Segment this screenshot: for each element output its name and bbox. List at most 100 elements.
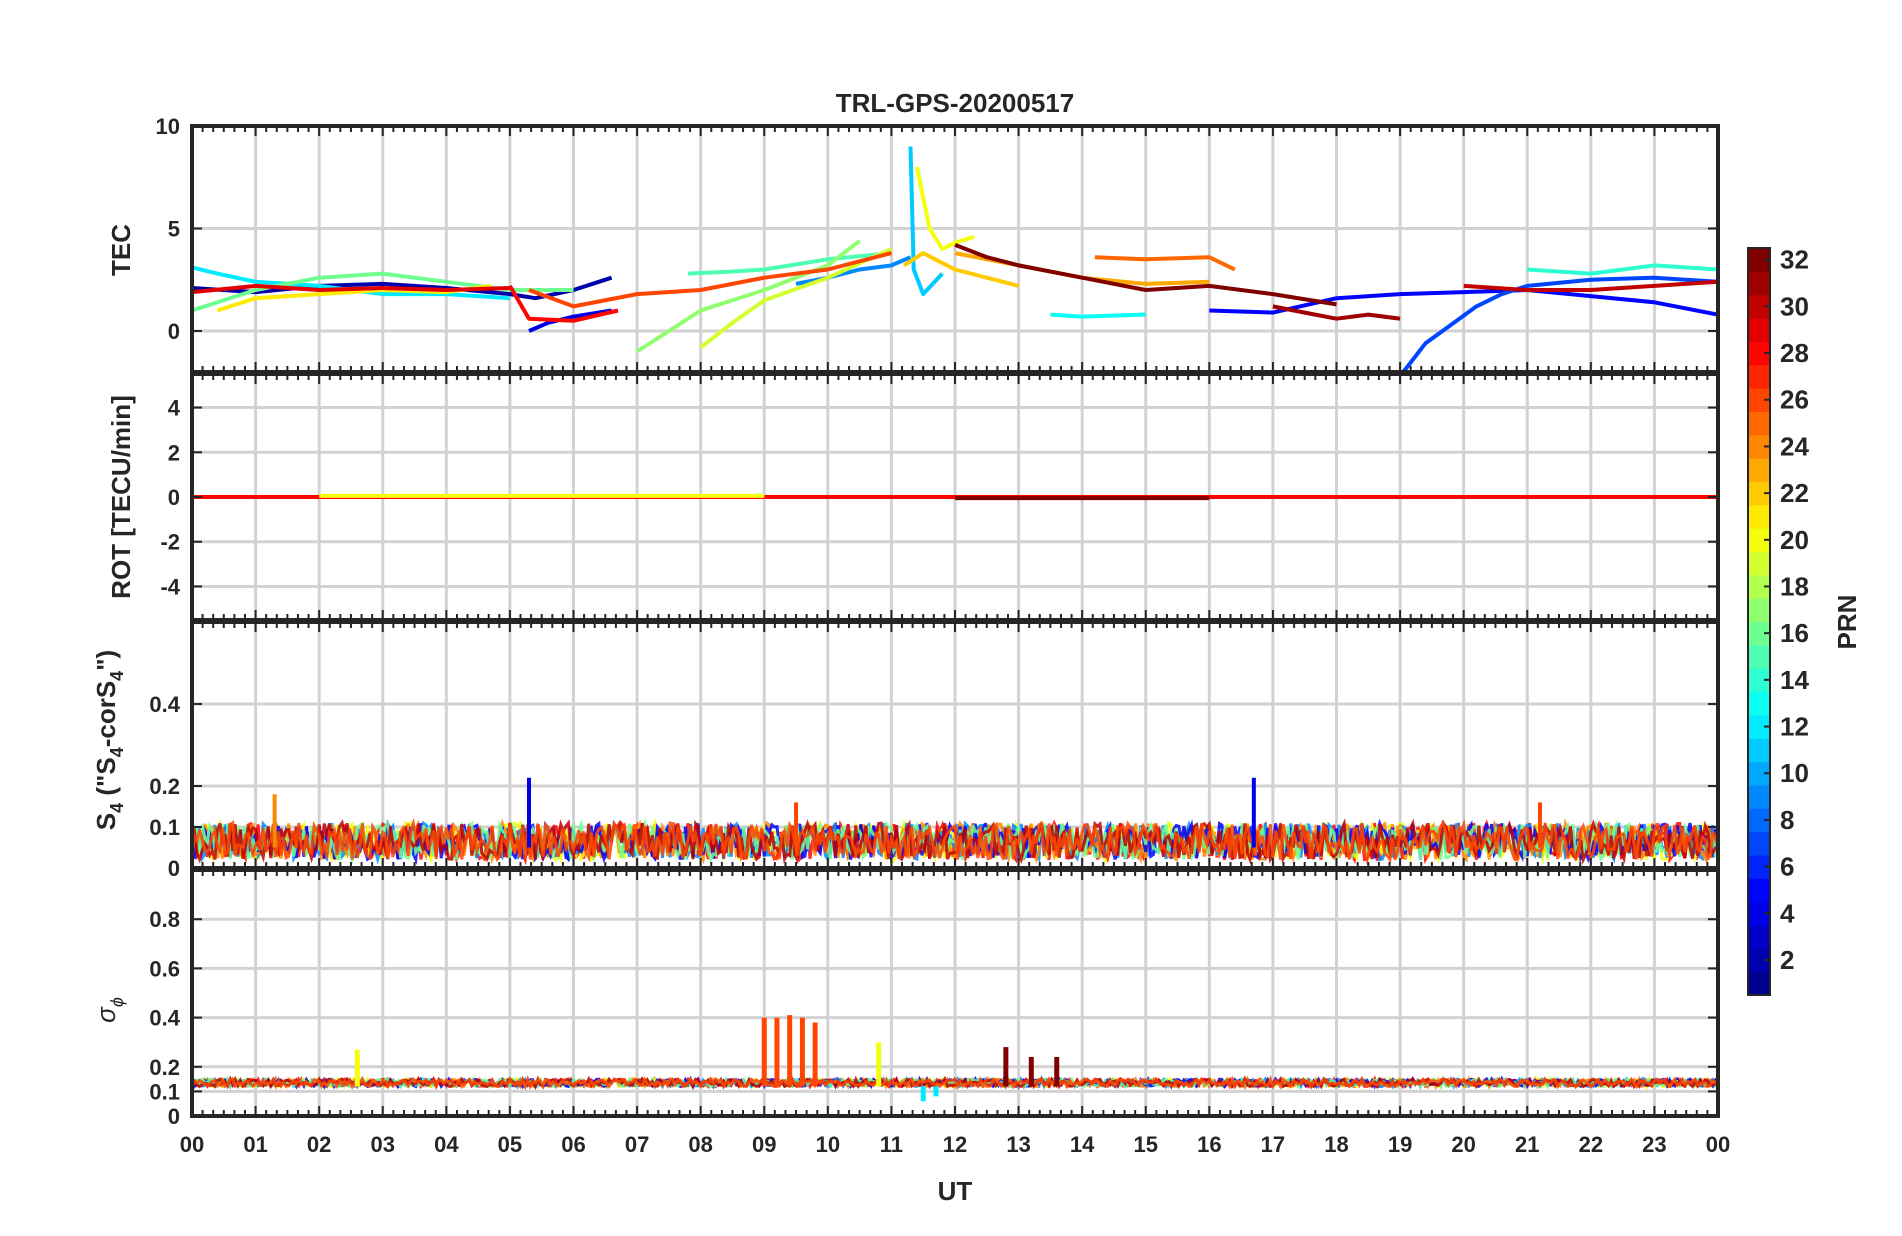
colorbar-tick-label: 6 [1780,852,1794,882]
colorbar-segment [1748,831,1770,856]
x-tick-label: 08 [688,1132,712,1157]
tec-ylabel: TEC [106,224,136,276]
x-tick-label: 00 [180,1132,204,1157]
tec-series-prn-29 [192,283,510,295]
tec-series-prn-31 [1272,304,1401,321]
x-tick-label: 23 [1642,1132,1666,1157]
panel-sigma: 00.10.2 0.4 0.6 0.8 00 01 02 03 04 05 06 07 08 09 10 11… [149,868,1730,1157]
colorbar-label: PRN [1832,595,1862,650]
x-tick-label: 15 [1134,1132,1158,1157]
x-tick-label: 04 [434,1132,459,1157]
panel-s4: 0 0.1 0.2 0.4 [149,620,1720,881]
tec-series-prn-22 [903,251,1020,288]
colorbar-segment [1748,971,1770,996]
rot-traces [192,493,1718,501]
sigma-traces [192,1015,1718,1102]
x-tick-label: 19 [1388,1132,1412,1157]
colorbar-segment [1748,621,1770,646]
x-tick-label: 18 [1324,1132,1348,1157]
x-tick-label: 01 [243,1132,267,1157]
rot-ytick-label: -2 [160,530,180,555]
colorbar-tick-label: 16 [1780,618,1809,648]
x-tick-label: 10 [816,1132,840,1157]
x-tick-label: 21 [1515,1132,1539,1157]
rot-ylabel: ROT [TECU/min] [106,395,136,599]
sigma-ytick-label: 0.4 [149,1006,180,1031]
colorbar-segment [1748,388,1770,413]
colorbar-tick-label: 24 [1780,431,1809,461]
sigma-ylabel: σϕ [91,997,127,1023]
rot-ytick-label: 4 [168,396,181,421]
tec-series-prn-30 [1463,279,1718,292]
x-tick-label: 06 [561,1132,585,1157]
tec-series-prn-7 [1401,275,1718,372]
colorbar-tick-label: 14 [1780,665,1809,695]
colorbar-tick-label: 10 [1780,758,1809,788]
colorbar-segment [1748,854,1770,879]
x-axis-label: UT [938,1176,973,1206]
chart-title: TRL-GPS-20200517 [836,88,1074,118]
colorbar-tick-label: 26 [1780,385,1809,415]
colorbar-tick-label: 30 [1780,291,1809,321]
sigma-ytick-label: 0.2 [149,1055,180,1080]
x-tick-label: 12 [943,1132,967,1157]
tec-series-prn-28 [508,284,619,323]
sigma-ytick-label: 0.8 [149,907,180,932]
s4-ylabel-sub: 4 [107,803,127,813]
colorbar-tick-label: 2 [1780,945,1794,975]
x-tick-label: 11 [880,1132,903,1157]
colorbar-tick-label: 20 [1780,525,1809,555]
colorbar-segment [1748,784,1770,809]
colorbar-segment [1748,598,1770,623]
rot-ytick-label: -4 [160,574,180,599]
colorbar-tick-label: 12 [1780,712,1809,742]
colorbar-segment [1748,294,1770,319]
colorbar-segment [1748,644,1770,669]
s4-ylabel: S4 ("S4-corS4") [91,650,127,830]
x-tick-label: 07 [625,1132,649,1157]
tec-series-prn-19 [699,247,893,349]
tec-traces [192,146,1718,372]
tec-series-prn-32 [954,243,1337,307]
x-tick-label: 00 [1706,1132,1730,1157]
s4-traces [192,777,1718,866]
tec-series-prn-17 [636,239,861,354]
sigma-noise-prn-26 [192,1075,1718,1091]
x-tick-label: 14 [1070,1132,1095,1157]
colorbar-segment [1748,808,1770,833]
colorbar-segment [1748,341,1770,366]
tec-ytick-label: 5 [168,217,180,242]
colorbar-segment [1748,761,1770,786]
tec-series-prn-20 [914,166,975,251]
x-tick-label: 13 [1006,1132,1030,1157]
s4-ylabel-paren-close: ") [91,650,121,671]
rot-ytick-label: 0 [168,485,180,510]
s4-ytick-label: 0.4 [149,692,180,717]
colorbar-segment [1748,318,1770,342]
colorbar-segment [1748,504,1770,529]
tec-ytick-label: 0 [168,319,180,344]
colorbar-segment [1748,411,1770,436]
x-tick-label: 09 [752,1132,776,1157]
tec-series-prn-25 [1094,255,1236,272]
colorbar-tick-label: 22 [1780,478,1809,508]
colorbar-segment [1748,901,1770,926]
colorbar-segment [1748,248,1770,272]
colorbar-segment [1748,691,1770,716]
colorbar-tick-label: 18 [1780,571,1809,601]
s4-ytick-label: 0.2 [149,774,180,799]
colorbar-segment [1748,434,1770,459]
colorbar-segment [1748,458,1770,483]
sigma-ytick-label: 0.1 [149,1079,180,1104]
s4-ylabel-sub3: 4 [107,671,127,681]
colorbar-tick-label: 4 [1780,898,1795,928]
colorbar-segment [1748,948,1770,973]
colorbar-segment [1748,551,1770,576]
sigma-ytick-label: 0.6 [149,956,180,981]
s4-ylabel-main: S [91,813,121,830]
colorbar-segment [1748,878,1770,903]
rot-ytick-label: 2 [168,440,180,465]
tec-ytick-label: 10 [156,114,180,139]
